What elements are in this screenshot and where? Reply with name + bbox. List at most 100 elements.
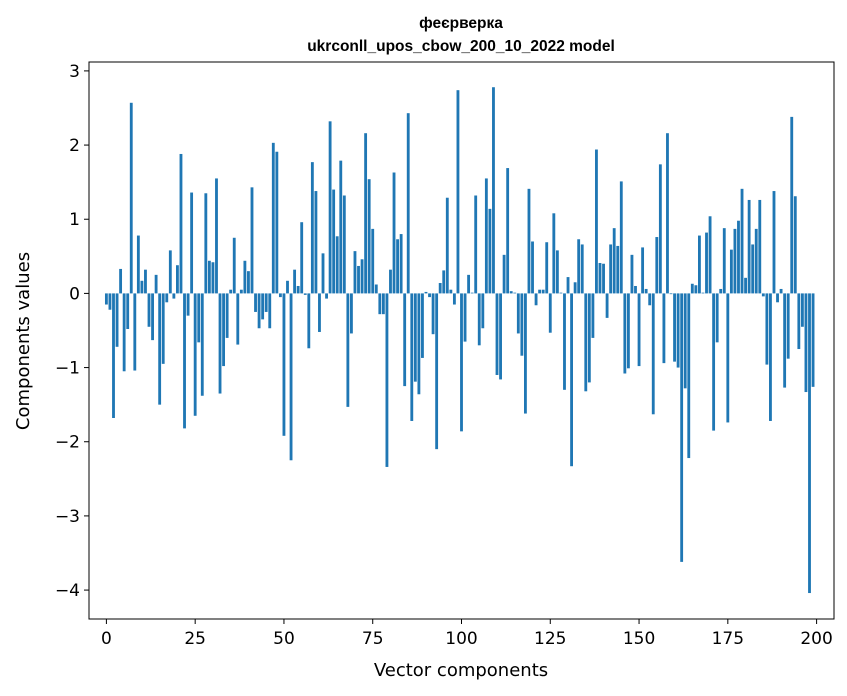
bar: [126, 293, 130, 329]
bar: [239, 289, 243, 294]
bar: [534, 293, 538, 306]
bar: [765, 293, 769, 365]
bar: [573, 282, 577, 294]
bar: [300, 222, 304, 294]
bar: [289, 293, 293, 461]
bar: [488, 208, 492, 294]
bar: [449, 289, 453, 294]
bar: [119, 268, 123, 294]
bar: [683, 293, 687, 389]
bar: [644, 288, 648, 294]
bar: [804, 293, 808, 393]
bar: [474, 195, 478, 294]
bar: [424, 291, 428, 294]
bar: [797, 293, 801, 350]
bar: [321, 253, 325, 294]
bar: [470, 292, 474, 294]
bar: [481, 293, 485, 329]
bar: [243, 260, 247, 294]
x-axis: 0 25 50 75 100 125 150 175 200: [101, 619, 833, 649]
bar: [492, 87, 495, 294]
bar: [772, 191, 776, 294]
bars-group: [104, 87, 815, 594]
bar: [726, 293, 730, 423]
bar: [634, 285, 637, 294]
x-tick-label: 100: [445, 629, 477, 649]
bar: [186, 293, 190, 316]
bar: [389, 269, 392, 294]
bar: [669, 293, 673, 295]
bar: [367, 179, 371, 294]
chart-title: феєрверка: [419, 15, 503, 32]
bar: [673, 293, 676, 362]
bar: [609, 244, 613, 294]
bar: [623, 293, 627, 374]
bar: [612, 228, 616, 294]
bar: [701, 292, 705, 294]
bar: [254, 293, 257, 312]
bar: [698, 235, 701, 294]
bar: [509, 291, 513, 294]
bar: [410, 293, 414, 421]
bar: [605, 293, 609, 318]
bar: [229, 289, 233, 294]
bar: [346, 293, 350, 407]
bar: [719, 288, 723, 294]
bar: [413, 293, 417, 382]
bar: [406, 113, 410, 294]
x-tick-label: 25: [184, 629, 206, 649]
bar: [350, 293, 353, 334]
bar: [747, 199, 751, 294]
bar: [445, 197, 449, 294]
bar: [495, 293, 499, 375]
bar: [769, 293, 772, 421]
bar: [786, 293, 790, 359]
bar: [385, 293, 389, 467]
bar: [435, 293, 439, 450]
bar: [172, 293, 176, 299]
bar: [502, 254, 506, 294]
chart-subtitle: ukrconll_upos_cbow_200_10_2022 model: [307, 38, 615, 55]
bar: [680, 293, 684, 562]
bar: [168, 250, 172, 294]
bar: [438, 283, 442, 294]
bar: [275, 151, 279, 294]
bar: [694, 285, 698, 294]
bar: [399, 234, 403, 294]
bar: [310, 162, 314, 294]
bar: [587, 293, 591, 383]
bar: [729, 249, 733, 294]
bar: [261, 293, 265, 320]
bar: [598, 262, 602, 294]
bar: [218, 293, 222, 394]
bar: [516, 293, 520, 334]
bar: [513, 292, 517, 294]
bar: [584, 293, 588, 392]
bar: [381, 293, 385, 315]
bar: [637, 293, 641, 367]
bar: [161, 293, 165, 364]
bar: [595, 149, 598, 294]
bar: [136, 235, 140, 294]
bar: [129, 102, 133, 294]
bar: [566, 277, 570, 294]
bar: [520, 293, 524, 356]
x-axis-label: Vector components: [374, 660, 548, 681]
bar: [758, 199, 762, 294]
bar: [360, 259, 364, 294]
bar: [374, 284, 378, 294]
bar: [318, 293, 321, 332]
bar: [222, 293, 225, 367]
bar: [247, 271, 250, 294]
bar: [580, 244, 584, 294]
bar: [215, 178, 218, 294]
y-axis: −4 −3 −2 −1 0 1 2 3: [55, 62, 89, 601]
bar: [140, 280, 144, 294]
x-tick-label: 50: [273, 629, 295, 649]
bar: [527, 188, 531, 294]
bar: [552, 213, 556, 294]
bar: [296, 285, 300, 294]
bar: [715, 293, 719, 343]
bar: [708, 216, 712, 294]
